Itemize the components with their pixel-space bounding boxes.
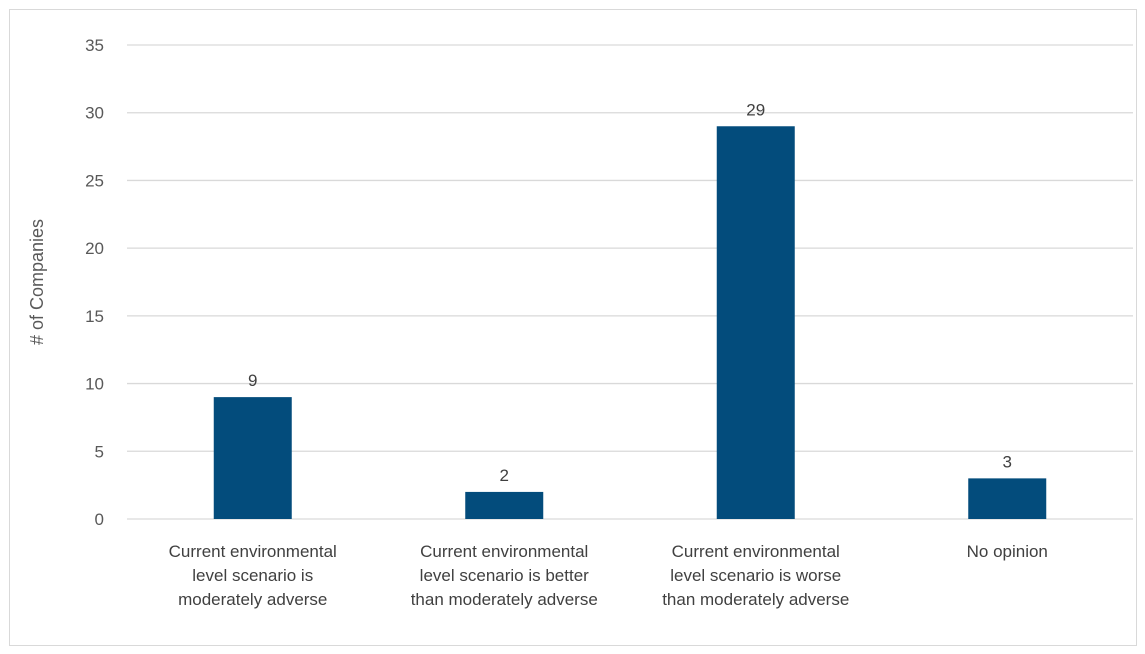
bar (213, 397, 292, 519)
x-category-label: Current environmental (672, 542, 840, 561)
y-axis-title: # of Companies (27, 219, 47, 345)
y-tick-label: 20 (85, 239, 104, 258)
x-category-label: moderately adverse (178, 590, 327, 609)
y-tick-label: 30 (85, 104, 104, 123)
x-category-label: than moderately adverse (662, 590, 849, 609)
x-category-label: Current environmental (420, 542, 588, 561)
category-labels: Current environmental level scenario is mo… (169, 542, 1048, 609)
data-label: 29 (746, 100, 765, 119)
data-label: 2 (500, 466, 509, 485)
y-tick-labels: 0 5 10 15 20 25 30 35 (85, 36, 104, 529)
data-labels: 9 2 29 3 (248, 100, 1012, 485)
y-tick-label: 25 (85, 171, 104, 190)
data-label: 3 (1003, 452, 1012, 471)
x-category-label: No opinion (967, 542, 1048, 561)
y-tick-label: 0 (95, 510, 104, 529)
chart-frame (9, 9, 1137, 646)
bar (465, 491, 544, 519)
x-category-label: level scenario is (192, 566, 313, 585)
data-label: 9 (248, 371, 257, 390)
bar (716, 126, 795, 519)
y-tick-label: 5 (95, 442, 104, 461)
bars (213, 126, 1047, 519)
y-tick-label: 15 (85, 307, 104, 326)
bar (968, 478, 1047, 519)
x-category-label: level scenario is worse (670, 566, 841, 585)
y-tick-label: 10 (85, 375, 104, 394)
gridlines (127, 44, 1133, 520)
x-category-label: Current environmental (169, 542, 337, 561)
x-category-label: level scenario is better (420, 566, 589, 585)
y-tick-label: 35 (85, 36, 104, 55)
x-category-label: than moderately adverse (411, 590, 598, 609)
